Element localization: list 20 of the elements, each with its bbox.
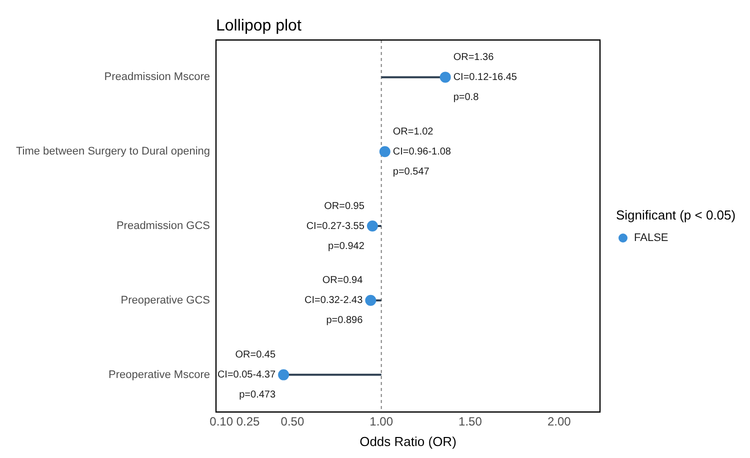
annotation: OR=0.94 CI=0.32-2.43 p=0.896 [304, 275, 364, 326]
annotation: OR=0.95 CI=0.27-3.55 p=0.942 [306, 200, 365, 252]
x-tick-label: 2.00 [547, 414, 572, 429]
x-tick-label: 0.10 [210, 414, 234, 429]
y-tick-label: Time between Surgery to Dural opening [16, 146, 210, 158]
annotation: OR=1.02 CI=0.96-1.08 p=0.547 [392, 126, 452, 178]
x-tick-label: 0.25 [236, 414, 260, 429]
x-tick-label: 0.50 [280, 414, 304, 429]
y-tick-label: Preadmission GCS [116, 220, 210, 232]
legend-label: FALSE [634, 232, 668, 244]
x-tick-label: 1.00 [370, 414, 394, 429]
chart-title: Lollipop plot [216, 17, 302, 34]
y-tick-label: Preadmission Mscore [104, 71, 210, 84]
legend-title: Significant (p < 0.05) [616, 208, 736, 223]
y-tick-label: Preoperative GCS [120, 294, 210, 306]
x-tick-label: 1.50 [458, 414, 482, 429]
y-tick-label: Preoperative Mscore [108, 368, 210, 381]
x-axis-title: Odds Ratio (OR) [360, 434, 456, 449]
annotation: OR=1.36 CI=0.12-16.45 p=0.8 [453, 52, 518, 103]
annotation: OR=0.45 CI=0.05-4.37 p=0.473 [217, 350, 276, 401]
